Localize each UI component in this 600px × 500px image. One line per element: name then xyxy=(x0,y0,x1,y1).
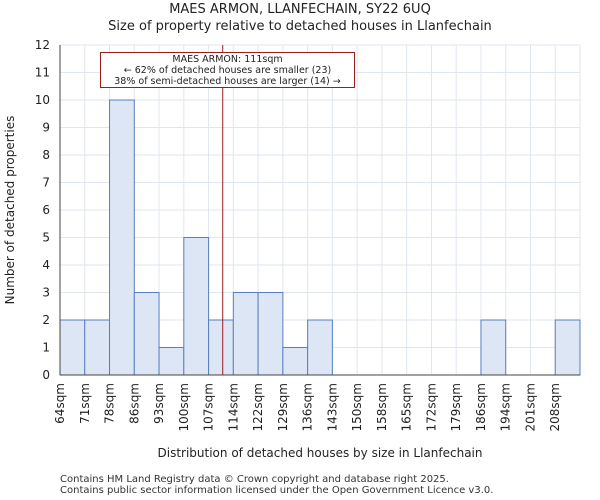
x-tick-label: 107sqm xyxy=(202,383,216,431)
annotation-line-2: ← 62% of detached houses are smaller (23… xyxy=(123,65,332,76)
y-tick-label: 2 xyxy=(42,313,50,327)
chart-title: MAES ARMON, LLANFECHAIN, SY22 6UQ xyxy=(169,2,431,17)
bar-114sqm xyxy=(232,292,259,376)
bar-71sqm xyxy=(84,319,111,376)
x-tick-label: 114sqm xyxy=(226,383,240,431)
y-tick-label: 1 xyxy=(42,341,50,355)
x-tick-label: 165sqm xyxy=(400,383,414,431)
y-tick-label: 8 xyxy=(42,148,50,162)
x-tick-label: 186sqm xyxy=(474,383,488,431)
y-tick-label: 10 xyxy=(35,93,50,107)
y-tick-label: 3 xyxy=(42,286,50,300)
x-tick-label: 172sqm xyxy=(424,383,438,431)
y-tick-label: 11 xyxy=(35,66,50,80)
x-tick-label: 194sqm xyxy=(499,383,513,431)
y-tick-label: 0 xyxy=(42,368,50,382)
y-tick-label: 12 xyxy=(35,38,50,52)
x-tick-label: 179sqm xyxy=(449,383,463,431)
y-tick-label: 4 xyxy=(42,258,50,272)
x-tick-label: 136sqm xyxy=(301,383,315,431)
x-tick-label: 93sqm xyxy=(152,383,166,424)
y-tick-label: 9 xyxy=(42,121,50,135)
bar-136sqm xyxy=(307,319,333,376)
bar-208sqm xyxy=(554,319,581,376)
bar-86sqm xyxy=(133,292,160,376)
y-tick-label: 7 xyxy=(42,176,50,190)
bars-group xyxy=(59,99,581,376)
x-tick-label: 86sqm xyxy=(127,383,141,424)
x-tick-label: 64sqm xyxy=(53,383,67,424)
x-axis-label: Distribution of detached houses by size … xyxy=(158,446,483,460)
x-tick-label: 122sqm xyxy=(251,383,265,431)
bar-93sqm xyxy=(158,347,185,376)
x-tick-label: 129sqm xyxy=(276,383,290,431)
annotation-box: MAES ARMON: 111sqm ← 62% of detached hou… xyxy=(100,52,355,88)
bar-186sqm xyxy=(480,319,507,376)
footer-line-1: Contains HM Land Registry data © Crown c… xyxy=(60,474,449,485)
annotation-line-1: MAES ARMON: 111sqm xyxy=(172,54,283,65)
x-tick-label: 71sqm xyxy=(78,383,92,424)
bar-100sqm xyxy=(183,237,210,376)
x-tick-label: 78sqm xyxy=(103,383,117,424)
bar-107sqm xyxy=(208,319,234,376)
bar-64sqm xyxy=(59,319,86,376)
x-tick-label: 150sqm xyxy=(350,383,364,431)
x-tick-label: 208sqm xyxy=(548,383,562,431)
x-tick-label: 201sqm xyxy=(523,383,537,431)
x-tick-labels: 64sqm 71sqm 78sqm 86sqm 93sqm 100sqm 107sqm 114… xyxy=(53,383,562,431)
bar-129sqm xyxy=(282,347,309,376)
annotation-line-3: 38% of semi-detached houses are larger (… xyxy=(114,76,341,87)
y-tick-label: 5 xyxy=(42,231,50,245)
chart-subtitle: Size of property relative to detached ho… xyxy=(108,19,492,34)
footer-line-2: Contains public sector information licen… xyxy=(60,485,494,496)
y-tick-label: 6 xyxy=(42,203,50,217)
axes-group xyxy=(59,45,580,376)
x-tick-label: 158sqm xyxy=(375,383,389,431)
x-tick-label: 143sqm xyxy=(325,383,339,431)
bar-122sqm xyxy=(257,292,284,376)
x-tick-label: 100sqm xyxy=(177,383,191,431)
bar-78sqm xyxy=(109,99,135,376)
y-axis-label: Number of detached properties xyxy=(3,116,17,305)
